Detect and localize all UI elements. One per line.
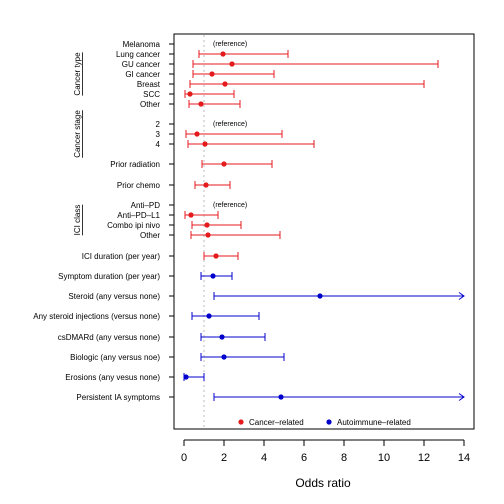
row-label: Other xyxy=(140,231,160,240)
odds-ratio-point xyxy=(183,374,189,380)
x-tick-label: 2 xyxy=(221,452,227,464)
row-label: SCC xyxy=(143,90,160,99)
odds-ratio-point xyxy=(222,81,228,87)
row-8: 3 xyxy=(156,130,283,139)
row-18: Steroid (any versus none) xyxy=(68,292,465,301)
row-label: Breast xyxy=(137,80,161,89)
row-label: Other xyxy=(140,100,160,109)
row-label: Anti–PD xyxy=(131,201,161,210)
row-4: Breast xyxy=(137,80,425,89)
odds-ratio-point xyxy=(203,182,209,188)
legend-item-cancer: Cancer–related xyxy=(238,418,304,427)
odds-ratio-point xyxy=(206,313,212,319)
ci-upper-arrow xyxy=(458,292,465,300)
row-label: csDMARd (any versus none) xyxy=(58,333,161,342)
row-22: Erosions (any vesus none) xyxy=(65,373,205,382)
odds-ratio-point xyxy=(221,161,227,167)
legend-label: Autoimmune–related xyxy=(337,418,411,427)
row-0: Melanoma (reference) xyxy=(123,40,248,49)
row-19: Any steroid injections (versus none) xyxy=(33,312,260,321)
x-tick-label: 4 xyxy=(261,452,267,464)
x-tick-label: 6 xyxy=(301,452,307,464)
odds-ratio-point xyxy=(204,222,210,228)
row-21: Biologic (any versus noe) xyxy=(70,353,285,362)
legend: Cancer–related Autoimmune–related xyxy=(238,418,411,427)
row-label: GI cancer xyxy=(125,70,160,79)
group-title-text: Cancer stage xyxy=(73,110,82,158)
row-label: Prior chemo xyxy=(117,181,161,190)
odds-ratio-point xyxy=(202,141,208,147)
row-label: Steroid (any versus none) xyxy=(68,292,160,301)
odds-ratio-point xyxy=(219,334,225,340)
row-label: Lung cancer xyxy=(116,50,160,59)
row-16: ICI duration (per year) xyxy=(82,252,239,261)
row-label: Erosions (any vesus none) xyxy=(65,373,160,382)
group-title-2: ICI class xyxy=(73,204,83,236)
legend-item-autoimmune: Autoimmune–related xyxy=(326,418,411,427)
ci-upper-arrow xyxy=(458,393,465,401)
reference-label: (reference) xyxy=(213,202,247,209)
row-9: 4 xyxy=(156,140,315,149)
legend-label: Cancer–related xyxy=(249,418,304,427)
row-7: 2 (reference) xyxy=(156,120,248,129)
row-label: Prior radiation xyxy=(110,160,160,169)
row-2: GU cancer xyxy=(122,60,439,69)
row-10: Prior radiation xyxy=(110,160,273,169)
legend-marker xyxy=(238,419,244,425)
odds-ratio-point xyxy=(221,354,227,360)
x-tick-label: 0 xyxy=(181,452,187,464)
row-label: Melanoma xyxy=(123,40,161,49)
row-3: GI cancer xyxy=(125,70,275,79)
x-tick-label: 14 xyxy=(458,452,470,464)
row-label: Combo ipi nivo xyxy=(107,221,160,230)
odds-ratio-point xyxy=(188,212,194,218)
odds-ratio-point xyxy=(213,253,219,259)
odds-ratio-point xyxy=(229,61,235,67)
odds-ratio-point xyxy=(205,232,211,238)
row-label: 4 xyxy=(156,140,161,149)
row-label: Biologic (any versus noe) xyxy=(70,353,160,362)
group-title-1: Cancer stage xyxy=(73,110,83,158)
row-14: Combo ipi nivo xyxy=(107,221,242,230)
row-15: Other xyxy=(140,231,281,240)
odds-ratio-point xyxy=(278,394,284,400)
row-label: Symptom duration (per year) xyxy=(58,272,160,281)
row-label: Any steroid injections (versus none) xyxy=(33,312,160,321)
row-1: Lung cancer xyxy=(116,50,289,59)
x-tick-label: 10 xyxy=(378,452,390,464)
odds-ratio-point xyxy=(209,71,215,77)
group-title-text: Cancer type xyxy=(73,52,82,96)
odds-ratio-point xyxy=(187,91,193,97)
row-5: SCC xyxy=(143,90,235,99)
odds-ratio-point xyxy=(317,293,323,299)
row-label: ICI duration (per year) xyxy=(82,252,161,261)
row-20: csDMARd (any versus none) xyxy=(58,333,266,342)
group-title-text: ICI class xyxy=(73,205,82,236)
odds-ratio-point xyxy=(198,101,204,107)
row-6: Other xyxy=(140,100,241,109)
row-label: 2 xyxy=(156,120,161,129)
legend-marker xyxy=(326,419,332,425)
row-label: Anti–PD–L1 xyxy=(117,211,160,220)
row-17: Symptom duration (per year) xyxy=(58,272,233,281)
row-23: Persistent IA symptoms xyxy=(76,393,465,402)
odds-ratio-point xyxy=(194,131,200,137)
row-label: Persistent IA symptoms xyxy=(76,393,160,402)
row-12: Anti–PD (reference) xyxy=(131,201,248,210)
x-tick-label: 8 xyxy=(341,452,347,464)
x-axis-title: Odds ratio xyxy=(295,476,351,490)
plot-frame xyxy=(173,33,475,430)
row-label: GU cancer xyxy=(122,60,161,69)
odds-ratio-point xyxy=(220,51,226,57)
group-title-0: Cancer type xyxy=(73,52,83,96)
x-tick-label: 12 xyxy=(418,452,430,464)
row-11: Prior chemo xyxy=(117,181,231,190)
reference-label: (reference) xyxy=(213,121,247,128)
row-13: Anti–PD–L1 xyxy=(117,211,219,220)
row-label: 3 xyxy=(156,130,161,139)
odds-ratio-point xyxy=(210,273,216,279)
reference-label: (reference) xyxy=(213,41,247,48)
